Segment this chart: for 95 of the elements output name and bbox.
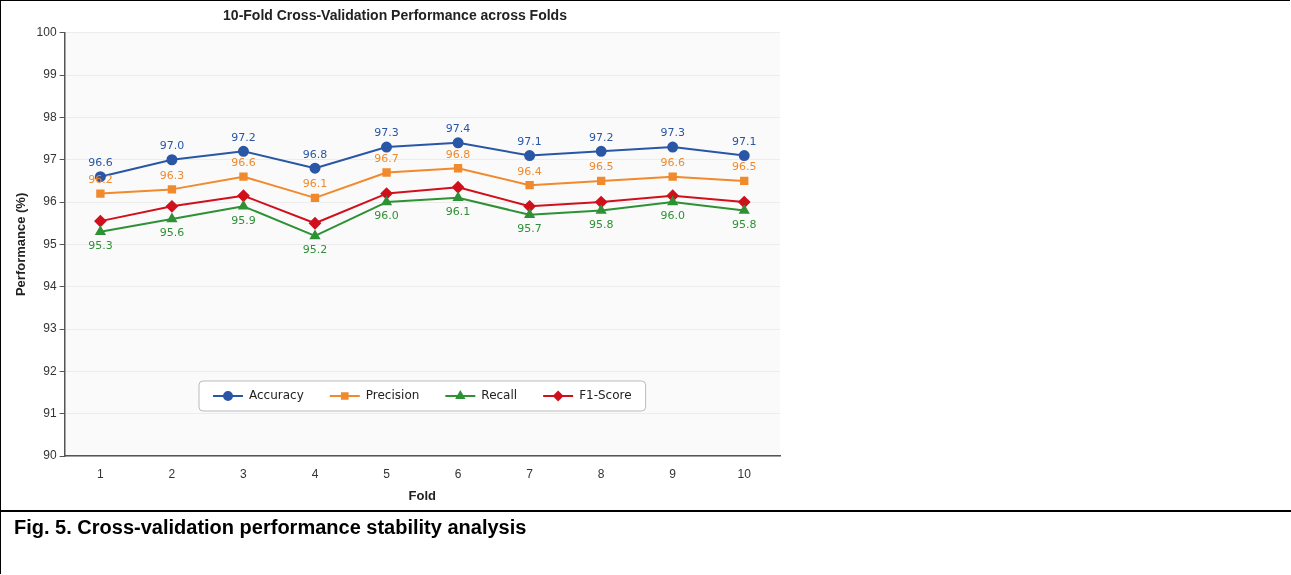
point <box>667 196 678 206</box>
point <box>453 192 463 202</box>
point <box>452 137 464 149</box>
legend-label: Precision <box>365 388 420 403</box>
x-tick-label: 9 <box>669 466 677 481</box>
y-tick-label: 95 <box>43 236 57 251</box>
data-label: 97.3 <box>660 126 685 140</box>
y-tick-label: 90 <box>43 448 57 463</box>
data-label: 97.2 <box>231 130 256 144</box>
data-label: 96.8 <box>302 147 328 161</box>
y-tick-label: 94 <box>43 279 57 294</box>
data-label: 96.7 <box>374 151 399 165</box>
point <box>525 180 534 190</box>
data-label: 95.3 <box>88 239 113 253</box>
point <box>237 189 250 202</box>
y-tick-label: 99 <box>43 67 57 82</box>
data-label: 96.1 <box>445 205 471 219</box>
y-axis-title: Performance (%) <box>13 192 29 297</box>
point <box>167 213 177 223</box>
point <box>237 145 249 157</box>
caption: Fig. 5. Cross-validation performance stability analysis <box>0 510 1291 539</box>
data-label: 96.5 <box>588 160 614 174</box>
data-label: 97.2 <box>588 130 614 144</box>
legend-label: Accuracy <box>249 388 304 403</box>
data-label: 97.4 <box>445 122 471 136</box>
x-tick-label: 1 <box>97 466 105 481</box>
legend-label: F1-Score <box>579 388 632 403</box>
point <box>452 181 465 194</box>
data-label: 96.0 <box>374 209 399 223</box>
point <box>310 193 320 203</box>
data-label: 95.6 <box>159 226 185 240</box>
data-label: 97.0 <box>159 139 185 153</box>
point <box>381 196 392 206</box>
point <box>310 230 320 240</box>
point <box>94 215 107 228</box>
data-label: 97.1 <box>517 134 542 148</box>
data-label: 96.6 <box>231 156 256 170</box>
point <box>380 187 393 200</box>
data-label: 96.1 <box>302 177 328 191</box>
y-tick-label: 93 <box>43 321 57 336</box>
point <box>523 200 536 213</box>
y-tick-label: 92 <box>43 363 57 378</box>
data-label: 96.8 <box>445 147 471 161</box>
data-label: 96.6 <box>88 156 113 170</box>
point <box>524 150 536 162</box>
point <box>668 172 677 181</box>
point <box>309 162 321 174</box>
point <box>95 226 106 235</box>
point <box>309 217 321 230</box>
data-label: 95.2 <box>302 243 328 257</box>
point <box>596 205 607 214</box>
point <box>239 172 248 181</box>
y-tick-label: 100 <box>36 25 57 40</box>
data-label: 95.7 <box>517 222 542 236</box>
x-tick-label: 10 <box>737 466 752 481</box>
data-label: 96.4 <box>517 164 542 178</box>
point <box>381 141 393 153</box>
x-tick-label: 4 <box>311 466 319 481</box>
x-tick-label: 6 <box>454 466 462 481</box>
point <box>165 200 178 213</box>
data-label: 95.9 <box>231 213 256 227</box>
data-label: 96.0 <box>660 209 685 223</box>
y-tick-label: 97 <box>43 152 57 167</box>
x-axis-title: Fold <box>408 487 437 503</box>
data-label: 96.5 <box>731 160 757 174</box>
data-label: 96.6 <box>660 156 685 170</box>
y-tick-label: 96 <box>43 194 57 209</box>
point <box>96 189 105 198</box>
point <box>238 200 249 210</box>
point <box>596 176 606 186</box>
legend-label: Recall <box>481 388 518 403</box>
chart-title: 10-Fold Cross-Validation Performance across Folds <box>223 7 568 24</box>
point <box>524 209 535 219</box>
data-label: 95.8 <box>731 217 757 231</box>
data-label: 96.3 <box>159 168 185 182</box>
data-label: 97.1 <box>731 134 757 148</box>
x-tick-label: 2 <box>168 466 176 481</box>
x-tick-label: 5 <box>383 466 391 481</box>
point <box>740 176 749 186</box>
point <box>166 154 178 166</box>
x-tick-label: 7 <box>526 466 534 481</box>
point <box>382 168 391 177</box>
data-label: 97.3 <box>374 126 399 140</box>
point <box>595 145 607 157</box>
point <box>739 205 750 214</box>
y-tick-label: 98 <box>43 109 57 124</box>
data-label: 96.2 <box>88 172 113 186</box>
x-tick-label: 8 <box>597 466 605 481</box>
point <box>738 150 750 162</box>
point <box>667 141 679 153</box>
point <box>453 164 463 173</box>
point <box>167 185 177 194</box>
y-tick-label: 91 <box>43 405 57 420</box>
data-label: 95.8 <box>588 217 614 231</box>
x-tick-label: 3 <box>240 466 248 481</box>
